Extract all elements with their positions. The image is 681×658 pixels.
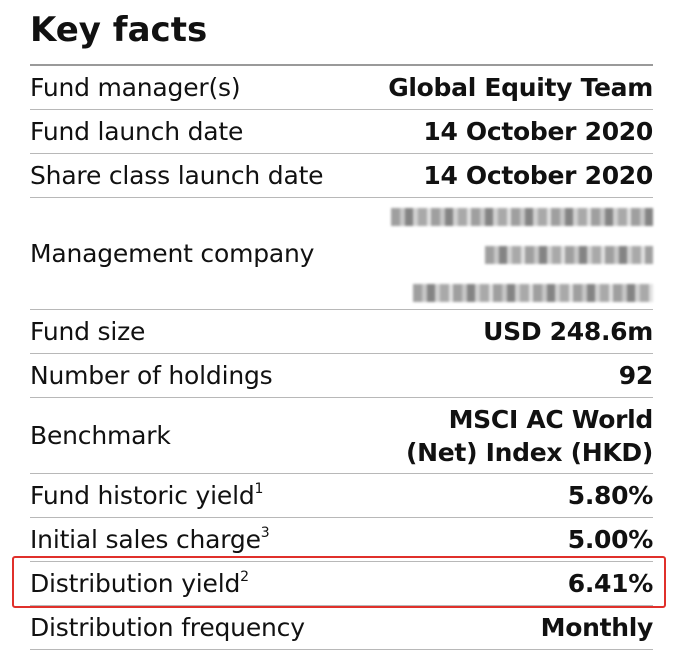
row-value-line: (Net) Index (HKD) <box>406 437 653 467</box>
row-value: 5.80% <box>567 481 654 510</box>
row-label: Fund historic yield1 <box>30 481 263 510</box>
row-value: 14 October 2020 <box>423 117 653 146</box>
row-value: 92 <box>618 361 654 390</box>
footnote-marker: 3 <box>260 524 270 541</box>
row-value: USD 248.6m <box>483 317 653 346</box>
table-row-distribution-frequency: Distribution frequency Monthly <box>30 606 653 650</box>
table-row-management-company: Management company <box>30 198 653 310</box>
row-label-text: Fund historic yield <box>30 481 255 510</box>
row-value: 6.41% <box>567 569 654 598</box>
row-value: Monthly <box>540 613 654 642</box>
table-row-share-class-launch-date: Share class launch date 14 October 2020 <box>30 154 653 198</box>
table-row-initial-sales-charge: Initial sales charge3 5.00% <box>30 518 653 562</box>
row-value: 14 October 2020 <box>423 161 653 190</box>
footnote-marker: 2 <box>240 568 249 585</box>
table-row-fund-historic-yield: Fund historic yield1 5.80% <box>30 474 653 518</box>
redacted-line <box>485 245 653 264</box>
row-value: Global Equity Team <box>388 73 653 102</box>
row-label: Management company <box>30 239 315 268</box>
row-label: Share class launch date <box>30 161 324 190</box>
row-label-text: Distribution yield <box>30 569 241 598</box>
row-label: Distribution yield2 <box>30 569 249 598</box>
title-divider <box>30 64 653 66</box>
key-facts-table: Fund manager(s) Global Equity Team Fund … <box>30 66 653 650</box>
table-row-benchmark: Benchmark MSCI AC World (Net) Index (HKD… <box>30 398 653 474</box>
redacted-line <box>391 207 653 226</box>
row-label-text: Initial sales charge <box>30 525 261 554</box>
row-label: Initial sales charge3 <box>30 525 270 554</box>
row-label: Distribution frequency <box>30 613 305 642</box>
footnote-marker: 1 <box>254 480 264 497</box>
row-label: Fund size <box>30 317 146 346</box>
row-label: Benchmark <box>30 421 171 450</box>
table-row-number-of-holdings: Number of holdings 92 <box>30 354 653 398</box>
row-label: Fund launch date <box>30 117 244 146</box>
table-row-distribution-yield: Distribution yield2 6.41% <box>30 562 653 606</box>
redacted-value <box>391 206 653 302</box>
redacted-line <box>413 283 653 302</box>
table-row-fund-manager: Fund manager(s) Global Equity Team <box>30 66 653 110</box>
table-row-fund-size: Fund size USD 248.6m <box>30 310 653 354</box>
table-row-fund-launch-date: Fund launch date 14 October 2020 <box>30 110 653 154</box>
page-title: Key facts <box>30 10 208 50</box>
row-label: Fund manager(s) <box>30 73 241 102</box>
row-value: MSCI AC World (Net) Index (HKD) <box>406 403 653 469</box>
row-value: 5.00% <box>567 525 654 554</box>
row-label: Number of holdings <box>30 361 273 390</box>
row-value-line: MSCI AC World <box>448 404 654 434</box>
